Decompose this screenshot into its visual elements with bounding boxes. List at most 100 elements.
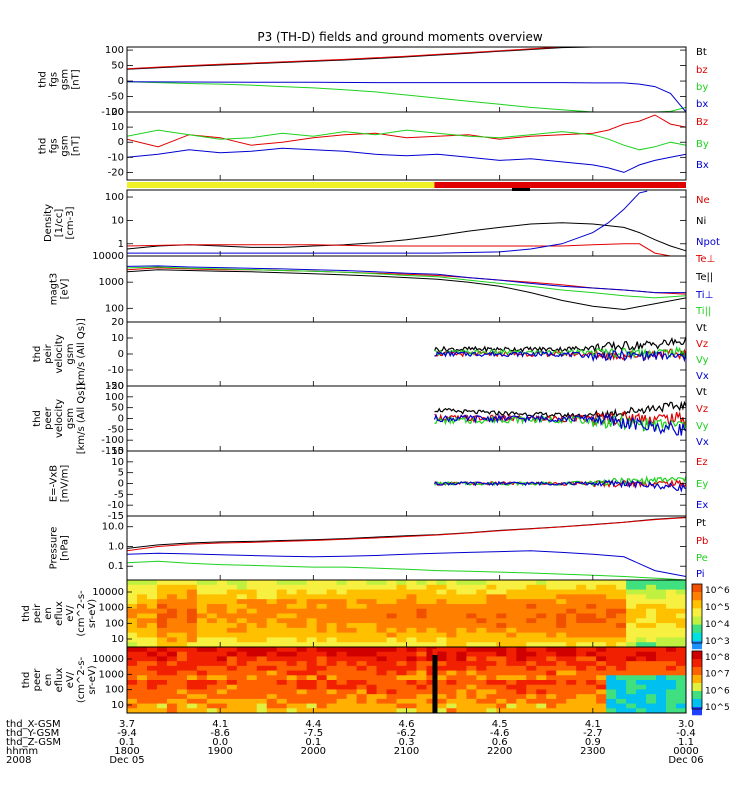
spectrogram-cell <box>416 665 427 672</box>
spectrogram-cell <box>386 651 398 657</box>
spectrogram-cell <box>586 623 597 629</box>
spectrogram-cell <box>146 584 158 591</box>
panel-9-ylabel-line: eflux <box>54 601 65 626</box>
spectrogram-cell <box>166 708 178 714</box>
spectrogram-cell <box>266 642 278 648</box>
spectrogram-cell <box>496 613 507 619</box>
spectrogram-cell <box>136 584 148 591</box>
spectrogram-cell <box>426 675 437 681</box>
spectrogram-cell <box>206 651 218 657</box>
spectrogram-cell <box>127 594 138 600</box>
spectrogram-cell <box>396 665 407 672</box>
spectrogram-cell <box>326 613 338 619</box>
spectrogram-cell <box>226 661 238 667</box>
spectrogram-cell <box>656 589 667 595</box>
spectrogram-cell <box>626 642 637 648</box>
spectrogram-cell <box>646 680 657 686</box>
spectrogram-cell <box>376 580 388 586</box>
spectrogram-cell <box>516 613 527 619</box>
spectrogram-cell <box>136 703 148 709</box>
spectrogram-cell <box>256 680 268 686</box>
spectrogram-cell <box>386 665 398 672</box>
spectrogram-cell <box>176 589 188 595</box>
spectrogram-cell <box>626 613 637 619</box>
spectrogram-cell <box>316 689 328 695</box>
spectrogram-cell <box>246 618 258 624</box>
spectrogram-cell <box>556 584 567 591</box>
spectrogram-cell <box>636 603 647 610</box>
y-tick-label: -5 <box>114 489 124 500</box>
spectrogram-cell <box>646 623 657 629</box>
spectrogram-cell <box>436 680 447 686</box>
spectrogram-cell <box>176 623 188 629</box>
spectrogram-cell <box>146 675 158 681</box>
spectrogram-cell <box>526 680 537 686</box>
spectrogram-cell <box>516 665 527 672</box>
spectrogram-cell <box>127 637 138 643</box>
spectrogram-cell <box>306 618 318 624</box>
spectrogram-cell <box>426 594 437 600</box>
spectrogram-cell <box>546 608 557 614</box>
y-tick-label: 100 <box>105 685 124 696</box>
spectrogram-cell <box>446 627 457 634</box>
spectrogram-cell <box>296 584 308 591</box>
spectrogram-cell <box>636 703 647 709</box>
spectrogram-cell <box>376 684 388 690</box>
panel-frame <box>126 385 687 452</box>
spectrogram-cell <box>156 670 168 676</box>
spectrogram-cell <box>586 632 597 638</box>
spectrogram-cell <box>406 689 417 695</box>
spectrogram-cell <box>346 584 358 591</box>
spectrogram-cell <box>356 627 368 634</box>
spectrogram-cell <box>376 632 388 638</box>
spectrogram-cell <box>626 632 637 638</box>
spectrogram-cell <box>316 698 328 705</box>
spectrogram-cell <box>356 680 368 686</box>
spectrogram-cell <box>466 589 477 595</box>
spectrogram-cell <box>536 684 547 690</box>
spectrogram-cell <box>176 647 188 653</box>
spectrogram-cell <box>136 642 148 648</box>
spectrogram-cell <box>176 684 188 690</box>
spectrogram-cell <box>666 665 677 672</box>
spectrogram-cell <box>176 603 188 610</box>
spectrogram-cell <box>236 627 248 634</box>
spectrogram-cell <box>266 703 278 709</box>
spectrogram-cell <box>616 637 627 643</box>
spectrogram-cell <box>506 627 517 634</box>
quality-bar-good <box>127 182 435 188</box>
spectrogram-cell <box>556 627 567 634</box>
spectrogram-cell <box>676 599 687 605</box>
spectrogram-cell <box>456 580 467 586</box>
spectrogram-cell <box>446 584 457 591</box>
spectrogram-cell <box>626 608 637 614</box>
spectrogram-cell <box>526 694 537 700</box>
spectrogram-cell <box>386 623 398 629</box>
spectrogram-cell <box>396 703 407 709</box>
spectrogram-cell <box>476 647 487 653</box>
spectrogram-cell <box>416 708 427 714</box>
colorbar-tick-label: 10^3 <box>705 637 730 647</box>
spectrogram-cell <box>366 608 378 614</box>
panel-3-ylabel-line: Density <box>43 204 54 242</box>
spectrogram-cell <box>336 680 348 686</box>
spectrogram-cell <box>456 584 467 591</box>
spectrogram-cell <box>216 584 228 591</box>
spectrogram-cell <box>186 689 198 695</box>
spectrogram-cell <box>666 642 677 648</box>
spectrogram-cell <box>606 651 617 657</box>
spectrogram-cell <box>206 703 218 709</box>
spectrogram-cell <box>506 675 517 681</box>
spectrogram-cell <box>206 670 218 676</box>
spectrogram-cell <box>546 603 557 610</box>
spectrogram-cell <box>366 698 378 705</box>
spectrogram-cell <box>506 647 517 653</box>
spectrogram-cell <box>156 632 168 638</box>
spectrogram-cell <box>616 680 627 686</box>
spectrogram-cell <box>566 694 577 700</box>
spectrogram-cell <box>376 599 388 605</box>
spectrogram-cell <box>496 599 507 605</box>
spectrogram-cell <box>606 698 617 705</box>
series-Bt-line <box>126 46 686 70</box>
spectrogram-cell <box>386 670 398 676</box>
